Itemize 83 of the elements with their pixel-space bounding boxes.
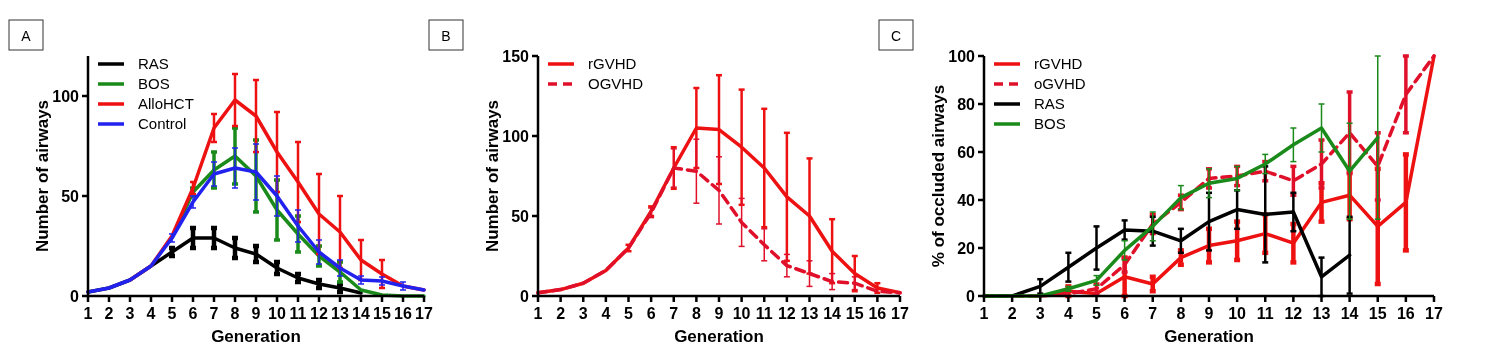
x-tick-label: 13 <box>1312 305 1331 322</box>
x-tick-label: 12 <box>777 305 796 322</box>
y-axis-title: Number of airways <box>483 99 502 253</box>
x-tick-label: 8 <box>691 305 701 322</box>
x-tick-label: 4 <box>601 305 611 322</box>
legend-label: BOS <box>138 75 170 93</box>
x-tick-label: 5 <box>167 305 177 322</box>
legend-label: BOS <box>1034 115 1066 133</box>
y-tick-label: 50 <box>61 187 80 205</box>
y-tick-label: 60 <box>957 143 976 161</box>
y-tick-label: 20 <box>957 239 976 257</box>
x-tick-label: 8 <box>1176 305 1186 322</box>
x-tick-label: 7 <box>209 305 219 322</box>
x-tick-label: 10 <box>1228 305 1247 322</box>
y-axis-title: Number of airways <box>33 99 52 253</box>
x-tick-label: 13 <box>800 305 819 322</box>
y-tick-label: 40 <box>957 191 976 209</box>
x-tick-label: 15 <box>845 305 864 322</box>
x-tick-label: 9 <box>1204 305 1214 322</box>
x-tick-label: 10 <box>732 305 751 322</box>
x-axis-title: Generation <box>1164 327 1254 346</box>
x-tick-label: 17 <box>891 305 909 322</box>
y-tick-label: 80 <box>957 95 976 113</box>
x-tick-label: 3 <box>578 305 588 322</box>
x-tick-label: 1 <box>83 305 93 322</box>
x-tick-label: 17 <box>415 305 433 322</box>
y-axis-title: % of occluded airways <box>929 84 948 268</box>
text: B <box>441 28 451 44</box>
x-tick-label: 7 <box>1148 305 1158 322</box>
x-tick-label: 8 <box>230 305 240 322</box>
x-tick-label: 14 <box>352 305 370 322</box>
x-tick-label: 6 <box>188 305 198 322</box>
x-tick-label: 12 <box>1284 305 1303 322</box>
x-tick-label: 2 <box>104 305 114 322</box>
x-tick-label: 16 <box>868 305 887 322</box>
x-tick-label: 15 <box>373 305 391 322</box>
x-tick-label: 1 <box>979 305 989 322</box>
y-tick-label: 100 <box>52 87 80 105</box>
x-tick-label: 15 <box>1368 305 1387 322</box>
legend-label: oGVHD <box>1034 75 1086 93</box>
x-axis-title: Generation <box>674 327 764 346</box>
y-tick-label: 150 <box>502 47 530 65</box>
x-tick-label: 4 <box>1063 305 1073 322</box>
text: A <box>21 28 32 44</box>
legend-label: Control <box>138 115 187 133</box>
x-tick-label: 13 <box>331 305 349 322</box>
text: C <box>890 28 902 44</box>
x-tick-label: 2 <box>1007 305 1017 322</box>
x-tick-label: 1 <box>533 305 543 322</box>
legend-label: rGVHD <box>1034 55 1083 73</box>
legend-label: RAS <box>1034 95 1065 113</box>
y-tick-label: 0 <box>520 287 530 305</box>
legend-label: OGVHD <box>588 75 644 93</box>
x-tick-label: 12 <box>310 305 328 322</box>
x-tick-label: 9 <box>714 305 724 322</box>
x-tick-label: 14 <box>823 305 842 322</box>
x-tick-label: 11 <box>289 305 307 322</box>
x-tick-label: 11 <box>1256 305 1274 322</box>
x-tick-label: 16 <box>1396 305 1415 322</box>
x-tick-label: 7 <box>669 305 679 322</box>
x-tick-label: 14 <box>1340 305 1359 322</box>
x-tick-label: 4 <box>146 305 156 322</box>
x-tick-label: 11 <box>755 305 773 322</box>
x-tick-label: 16 <box>394 305 412 322</box>
y-tick-label: 50 <box>511 207 530 225</box>
x-tick-label: 3 <box>125 305 135 322</box>
y-tick-label: 100 <box>502 127 530 145</box>
y-tick-label: 100 <box>948 47 976 65</box>
y-tick-label: 0 <box>70 287 80 305</box>
x-tick-label: 2 <box>556 305 566 322</box>
x-tick-label: 10 <box>268 305 286 322</box>
x-tick-label: 9 <box>251 305 261 322</box>
x-tick-label: 17 <box>1425 305 1443 322</box>
x-axis-title: Generation <box>211 327 301 346</box>
x-tick-label: 5 <box>624 305 634 322</box>
legend-label: rGVHD <box>588 55 637 73</box>
x-tick-label: 6 <box>646 305 656 322</box>
x-tick-label: 6 <box>1120 305 1130 322</box>
x-tick-label: 3 <box>1035 305 1045 322</box>
legend-label: RAS <box>138 55 169 73</box>
x-tick-label: 5 <box>1092 305 1102 322</box>
legend-label: AlloHCT <box>138 95 194 113</box>
y-tick-label: 0 <box>966 287 976 305</box>
